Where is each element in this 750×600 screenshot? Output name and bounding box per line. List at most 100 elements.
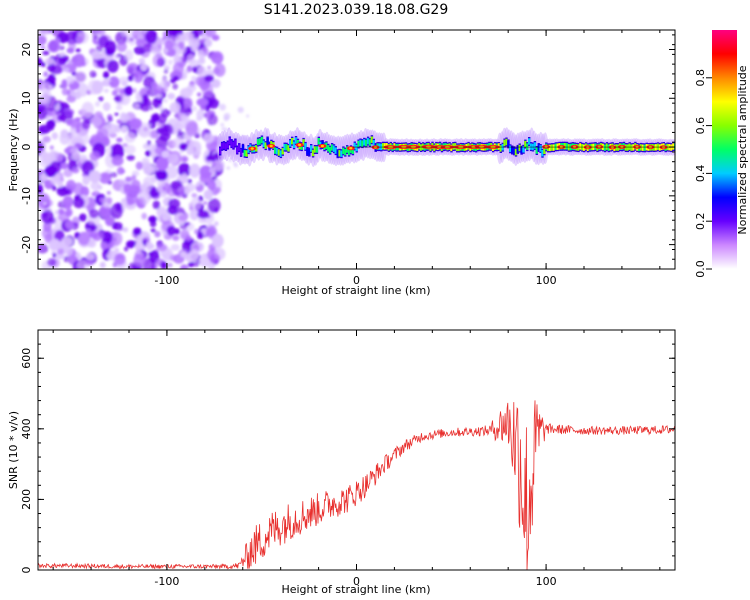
signal-core [234,139,237,147]
noise-blob [203,201,208,205]
noise-blob [38,183,43,193]
noise-blob [186,146,194,156]
signal-core [336,150,339,157]
signal-core [281,148,284,155]
noise-blob [148,252,153,257]
spectrogram-ytick-label: 10 [20,91,33,105]
noise-blob [50,150,59,160]
noise-blob [90,116,103,127]
signal-core [512,147,516,154]
noise-blob [52,253,57,258]
colorbar-scale [712,30,737,269]
colorbar-label: Normalized spectral amplitude [736,65,749,234]
snr-panel: -100 0 100 0 200 400 600 Height of straight li… [7,329,676,596]
noise-blob [59,162,69,170]
signal-core [241,145,245,152]
noise-blob [140,183,147,191]
signal-core [641,144,645,151]
signal-core [230,140,233,147]
noise-blob [172,235,180,241]
signal-core [232,141,235,149]
signal-core [342,147,345,155]
noise-blob [114,248,120,253]
signal-core [382,143,385,150]
noise-blob [63,245,73,256]
noise-blobs [38,30,253,269]
noise-blob [185,121,198,137]
noise-blob [63,169,73,178]
noise-blob [55,104,61,111]
noise-blob [191,46,198,52]
noise-blob [237,106,244,113]
noise-blob [107,59,119,73]
signal-core [292,141,296,148]
noise-blob [197,50,205,58]
noise-blob [89,208,99,219]
signal-core [643,144,647,151]
noise-blob [197,58,206,65]
signal-core [313,146,317,153]
noise-blob [192,105,197,112]
noise-blob [159,190,167,198]
noise-blob [160,40,166,45]
signal-core [239,149,243,156]
noise-blob [53,224,61,231]
signal-peak-center [269,144,273,148]
noise-blob [207,180,217,191]
noise-blob [127,64,137,74]
noise-blob [166,225,176,236]
signal-core [245,150,248,157]
signal-core [275,148,279,155]
signal-core [539,145,542,152]
noise-blob [75,117,81,122]
noise-blob [170,244,180,251]
noise-blob [180,251,187,258]
noise-blob [160,124,171,136]
noise-blob [160,108,170,118]
noise-blob [158,105,164,112]
noise-blob [80,116,85,120]
noise-blob [116,41,127,53]
noise-blob [70,147,79,156]
noise-blob [164,39,174,50]
noise-blob [59,132,70,145]
noise-blob [196,92,202,97]
signal-core [238,144,241,151]
noise-blob [38,124,51,134]
noise-blob [154,230,161,238]
signal-core [548,144,552,152]
colorbar-ticks: 0.0 0.2 0.4 0.6 0.8 [694,69,712,278]
noise-blob [211,51,224,65]
noise-blob [196,98,209,107]
signal-core [304,143,307,150]
noise-blob [65,220,74,229]
noise-blob [146,140,152,146]
noise-blob [66,47,75,54]
noise-blob [182,56,188,63]
noise-blob [204,38,213,48]
noise-blob [161,150,170,158]
noise-blob [132,240,137,245]
noise-blob [102,102,111,112]
noise-blob [70,91,77,97]
signal-core [291,138,294,145]
signal-core [344,148,347,156]
signal-core [577,144,580,151]
spectrogram-xtick-label: 100 [536,274,557,287]
noise-blob [125,176,132,182]
noise-blob [126,154,135,161]
signal-core [287,145,290,152]
noise-blob [156,156,169,171]
noise-blob [49,145,54,150]
noise-blob [99,204,112,217]
noise-blob [219,103,227,111]
noise-blob [72,196,85,209]
noise-blob [127,75,134,82]
noise-blob [111,143,125,160]
noise-blob [187,178,192,184]
noise-blob [109,81,114,86]
colorbar: 0.0 0.2 0.4 0.6 0.8 Normalized spectral ampl… [694,30,749,278]
signal-core [550,144,554,151]
noise-blob [75,36,83,44]
noise-blob [180,264,189,269]
